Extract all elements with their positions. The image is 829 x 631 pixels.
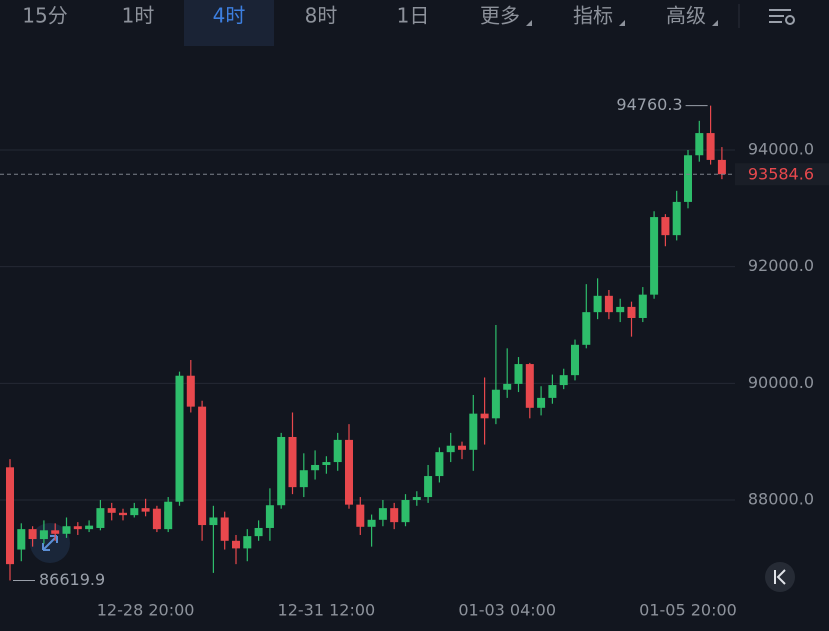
candle-body: [333, 439, 342, 463]
candle-body: [73, 526, 82, 530]
candle-body: [96, 508, 105, 528]
candle-body: [559, 375, 568, 386]
y-tick-label: 94000.0: [748, 139, 814, 158]
candle-body: [412, 497, 421, 500]
tab[interactable]: 1日: [397, 4, 430, 28]
candle-body: [469, 413, 478, 450]
candle-body: [650, 217, 659, 295]
candle-body: [435, 452, 444, 477]
candle-body: [638, 294, 647, 318]
candle-body: [706, 133, 715, 160]
candle-body: [119, 512, 127, 516]
max-label: 94760.3: [616, 95, 682, 114]
candle-body: [571, 344, 579, 376]
candle-body: [152, 508, 161, 530]
candle-body: [277, 436, 286, 506]
tab[interactable]: 15分: [22, 4, 67, 28]
candle-body: [616, 306, 625, 313]
candle-body: [717, 159, 726, 175]
candle-body: [130, 508, 139, 516]
candle-body: [186, 375, 195, 407]
candle-body: [548, 385, 557, 398]
candle-body: [288, 436, 297, 488]
x-tick-label: 12-28 20:00: [97, 601, 195, 620]
candle-body: [175, 375, 184, 502]
x-tick-label: 12-31 12:00: [278, 601, 376, 620]
candle-body: [209, 517, 218, 526]
candle-body: [243, 536, 252, 549]
candle-body: [367, 519, 376, 527]
candle-body: [672, 201, 681, 236]
dropdown-arrow: [619, 20, 625, 26]
candle-body: [525, 364, 534, 408]
candle-body: [51, 530, 60, 534]
candle-body: [480, 413, 489, 419]
candle-body: [356, 504, 365, 527]
candle-body: [6, 467, 14, 565]
candle-body: [514, 364, 523, 384]
active-tab-bg: [184, 0, 274, 46]
last-price-box: [735, 163, 829, 186]
candle-body: [684, 155, 692, 202]
candle-body: [28, 529, 37, 540]
tab[interactable]: 指标: [573, 4, 613, 28]
candle-body: [107, 508, 116, 513]
candle-body: [39, 530, 48, 540]
scroll-latest-button[interactable]: [765, 562, 795, 592]
candle-body: [378, 508, 387, 520]
candle-body: [345, 439, 353, 505]
candle-body: [299, 470, 308, 488]
candle-body: [265, 505, 274, 528]
candle-body: [254, 527, 263, 537]
candle-body: [17, 529, 26, 550]
candle-body: [232, 540, 240, 549]
dropdown-arrow: [712, 20, 718, 26]
candle-body: [604, 295, 613, 313]
min-label: 86619.9: [39, 570, 105, 589]
candle-body: [85, 525, 94, 530]
candle-body: [491, 389, 500, 419]
candle-body: [311, 464, 320, 471]
x-tick-label: 01-05 20:00: [639, 601, 737, 620]
candle-body: [582, 312, 591, 345]
settings-icon[interactable]: [769, 9, 795, 25]
tab[interactable]: 更多: [480, 4, 520, 28]
tab[interactable]: 1时: [122, 4, 155, 28]
tab[interactable]: 8时: [305, 4, 338, 28]
candle-body: [198, 406, 207, 526]
candle-body: [446, 445, 455, 453]
x-tick-label: 01-03 04:00: [458, 601, 556, 620]
tab[interactable]: 高级: [666, 4, 706, 28]
candle-body: [401, 499, 410, 523]
candle-body: [661, 217, 670, 236]
candle-body: [593, 295, 602, 313]
candle-body: [695, 133, 704, 156]
y-tick-label: 88000.0: [748, 489, 814, 508]
y-tick-label: 90000.0: [748, 373, 814, 392]
candle-body: [164, 501, 173, 530]
candle-body: [322, 462, 331, 465]
candle-body: [141, 508, 150, 512]
candle-body: [627, 306, 636, 318]
dropdown-arrow: [526, 20, 532, 26]
tab[interactable]: 4时: [213, 4, 246, 28]
last-price-label: 93584.6: [748, 165, 814, 184]
candle-body: [424, 476, 433, 498]
candle-body: [390, 508, 399, 523]
candle-body: [537, 397, 546, 408]
candle-body: [62, 526, 71, 534]
candle-body: [458, 445, 466, 450]
candle-body: [220, 517, 229, 541]
y-tick-label: 92000.0: [748, 256, 814, 275]
candle-body: [503, 383, 512, 390]
